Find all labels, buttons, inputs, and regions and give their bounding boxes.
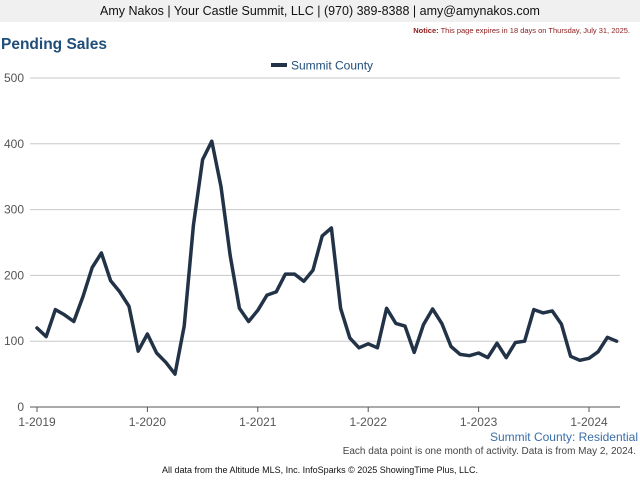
data-point: [578, 359, 581, 362]
data-point: [541, 311, 545, 315]
notice-text: This page expires in 18 days on Thursday…: [438, 26, 630, 35]
x-tick-label: 1-2024: [570, 415, 608, 429]
series-line-summit-county: [35, 139, 619, 376]
data-point: [615, 340, 618, 343]
data-point: [35, 326, 39, 330]
data-point: [183, 324, 186, 328]
data-point: [284, 272, 287, 276]
data-point: [238, 307, 241, 310]
data-point: [256, 309, 259, 312]
data-point: [523, 340, 526, 343]
data-credit: All data from the Altitude MLS, Inc. Inf…: [162, 465, 478, 475]
data-point: [394, 322, 397, 325]
data-point: [560, 322, 563, 326]
data-point: [532, 308, 535, 311]
data-point: [486, 356, 489, 359]
chart-footnote: Each data point is one month of activity…: [342, 446, 636, 457]
x-tick-label: 1-2019: [18, 415, 56, 429]
data-point: [449, 345, 453, 348]
data-point: [606, 336, 609, 339]
data-point: [109, 279, 112, 282]
data-point: [597, 350, 600, 353]
data-point: [339, 307, 342, 310]
y-tick-label: 500: [4, 71, 24, 85]
data-point: [137, 349, 140, 353]
y-tick-label: 300: [4, 203, 24, 217]
data-point: [201, 158, 204, 161]
data-point: [302, 280, 305, 283]
data-point: [477, 351, 480, 355]
data-point: [403, 324, 407, 328]
data-point: [440, 322, 443, 325]
data-point: [81, 295, 85, 298]
data-point: [210, 139, 213, 143]
header-contact-bar: Amy Nakos | Your Castle Summit, LLC | (9…: [0, 0, 640, 22]
data-point: [514, 341, 517, 344]
data-point: [505, 356, 508, 359]
data-point: [72, 320, 76, 323]
chart-title: Pending Sales: [1, 36, 107, 53]
data-point: [100, 251, 103, 255]
data-point: [127, 305, 131, 308]
data-point: [219, 185, 223, 188]
data-point: [45, 335, 48, 338]
data-point: [229, 254, 232, 257]
data-point: [431, 307, 434, 311]
data-point: [385, 307, 388, 310]
data-point: [91, 266, 94, 269]
data-point: [367, 342, 370, 346]
data-point: [413, 351, 416, 354]
y-tick-label: 400: [4, 137, 24, 151]
expiry-notice: Notice: This page expires in 18 days on …: [413, 26, 630, 35]
data-point: [587, 357, 591, 360]
data-point: [569, 355, 572, 358]
data-point: [146, 332, 149, 336]
legend-label: Summit County: [291, 59, 373, 73]
x-tick-label: 1-2021: [239, 415, 277, 429]
data-point: [164, 361, 167, 364]
data-point: [173, 372, 177, 376]
data-point: [275, 290, 278, 294]
data-point: [192, 224, 195, 227]
header-contact-text: Amy Nakos | Your Castle Summit, LLC | (9…: [100, 4, 540, 18]
y-tick-label: 0: [17, 400, 24, 414]
y-tick-label: 200: [4, 268, 24, 282]
data-point: [118, 290, 122, 294]
data-point: [330, 226, 333, 230]
data-point: [63, 313, 66, 317]
data-point: [422, 323, 425, 326]
x-tick-label: 1-2022: [350, 415, 388, 429]
y-tick-label: 100: [4, 334, 24, 348]
data-point: [247, 320, 250, 323]
data-point: [54, 308, 57, 311]
chart-caption: Summit County: Residential: [489, 430, 638, 444]
data-point: [348, 336, 351, 340]
data-point: [265, 293, 269, 297]
data-point: [468, 354, 471, 357]
data-point: [155, 351, 158, 355]
x-tick-label: 1-2023: [460, 415, 498, 429]
data-point: [311, 268, 315, 272]
data-point: [376, 346, 379, 349]
data-point: [321, 234, 324, 238]
data-point: [357, 346, 361, 349]
data-point: [293, 272, 296, 276]
notice-label: Notice:: [413, 26, 439, 35]
data-point: [495, 341, 499, 345]
data-point: [551, 309, 554, 313]
data-point: [459, 353, 462, 356]
x-tick-label: 1-2020: [129, 415, 167, 429]
